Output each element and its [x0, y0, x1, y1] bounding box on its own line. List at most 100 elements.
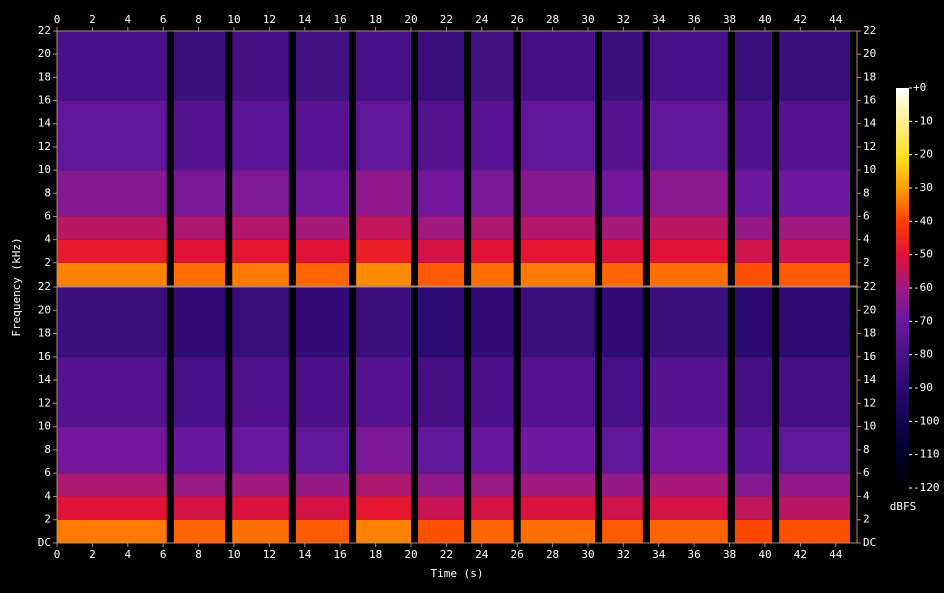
- heatmap-cell: [232, 216, 289, 240]
- x-axis-label: Time (s): [431, 567, 484, 580]
- x-tick-label-top: 36: [688, 13, 701, 26]
- y-tick-label: 16: [38, 350, 51, 363]
- heatmap-cell: [779, 216, 850, 240]
- heatmap-cell: [232, 426, 289, 474]
- heatmap-cell: [232, 356, 289, 427]
- heatmap-cell: [418, 356, 465, 427]
- heatmap-cell: [520, 287, 596, 357]
- heatmap-cell: [471, 170, 514, 217]
- heatmap-cell: [295, 31, 350, 101]
- heatmap-cell: [418, 100, 465, 171]
- x-tick-label: 16: [334, 548, 347, 561]
- heatmap-cell: [520, 100, 596, 171]
- y-tick-label-right: 16: [863, 94, 876, 107]
- heatmap-cell: [57, 473, 167, 497]
- heatmap-cell: [734, 216, 773, 240]
- x-tick-label-top: 14: [298, 13, 312, 26]
- heatmap-cell: [418, 31, 465, 101]
- heatmap-cell: [295, 287, 350, 357]
- heatmap-cell: [649, 262, 728, 286]
- heatmap-cell: [471, 239, 514, 263]
- x-tick-label: 20: [404, 548, 417, 561]
- x-tick-label: 42: [794, 548, 807, 561]
- y-tick-label: 22: [38, 280, 51, 293]
- y-tick-label-right: 18: [863, 327, 876, 340]
- heatmap-cell: [779, 519, 850, 543]
- colorbar-tick-label: -70: [913, 314, 933, 327]
- x-tick-label-top: 18: [369, 13, 382, 26]
- y-tick-label-right: DC: [863, 536, 876, 549]
- x-tick-label-top: 24: [475, 13, 489, 26]
- y-tick-label: 2: [44, 513, 51, 526]
- y-tick-label: 4: [44, 233, 51, 246]
- heatmap-cell: [602, 356, 643, 427]
- y-tick-label: 16: [38, 94, 51, 107]
- heatmap-cell: [779, 426, 850, 474]
- x-tick-label: 26: [511, 548, 524, 561]
- x-tick-label: 22: [440, 548, 453, 561]
- heatmap-cell: [295, 519, 350, 543]
- y-tick-label-right: 14: [863, 373, 877, 386]
- x-tick-label: 24: [475, 548, 489, 561]
- heatmap-cell: [173, 31, 226, 101]
- heatmap-cell: [173, 216, 226, 240]
- colorbar-tick-label: +0: [913, 81, 926, 94]
- heatmap-cell: [649, 496, 728, 520]
- x-tick-label: 2: [89, 548, 96, 561]
- heatmap-cell: [602, 287, 643, 357]
- y-tick-label: 12: [38, 140, 51, 153]
- x-tick-label-top: 32: [617, 13, 630, 26]
- y-tick-label-right: 2: [863, 513, 870, 526]
- x-tick-label-top: 10: [227, 13, 240, 26]
- x-tick-label-top: 34: [652, 13, 666, 26]
- heatmap-cell: [356, 356, 411, 427]
- heatmap-cell: [649, 216, 728, 240]
- x-tick-label-top: 42: [794, 13, 807, 26]
- heatmap-cell: [418, 519, 465, 543]
- heatmap-cell: [173, 170, 226, 217]
- heatmap-cell: [57, 31, 167, 101]
- colorbar-tick-label: -120: [913, 481, 940, 494]
- y-tick-label: 12: [38, 396, 51, 409]
- heatmap-cell: [779, 496, 850, 520]
- heatmap-cell: [779, 100, 850, 171]
- heatmap-cell: [649, 356, 728, 427]
- x-tick-label-top: 12: [263, 13, 276, 26]
- heatmap-cell: [602, 31, 643, 101]
- heatmap-cell: [734, 519, 773, 543]
- heatmap-cell: [232, 239, 289, 263]
- heatmap-cell: [232, 496, 289, 520]
- heatmap-cell: [734, 31, 773, 101]
- heatmap-cell: [57, 287, 167, 357]
- heatmap-cell: [356, 31, 411, 101]
- heatmap-cell: [734, 426, 773, 474]
- plot-border: [56, 30, 858, 287]
- heatmap-cell: [173, 473, 226, 497]
- heatmap-cell: [57, 170, 167, 217]
- heatmap-cell: [734, 239, 773, 263]
- x-tick-label: 12: [263, 548, 276, 561]
- heatmap-cell: [779, 170, 850, 217]
- x-tick-label: 10: [227, 548, 240, 561]
- heatmap-cell: [57, 262, 167, 286]
- heatmap-cell: [471, 426, 514, 474]
- heatmap-cell: [418, 262, 465, 286]
- heatmap-cell: [173, 262, 226, 286]
- y-axis-label: Frequency (kHz): [10, 237, 23, 336]
- heatmap-cell: [418, 473, 465, 497]
- y-tick-label: DC: [38, 536, 51, 549]
- y-tick-label: 14: [38, 373, 52, 386]
- x-tick-label: 4: [124, 548, 131, 561]
- x-tick-label-top: 28: [546, 13, 559, 26]
- heatmap-cell: [602, 473, 643, 497]
- y-tick-label-right: 12: [863, 140, 876, 153]
- heatmap-cell: [232, 519, 289, 543]
- heatmap-cell: [471, 496, 514, 520]
- colorbar-label: dBFS: [890, 500, 917, 513]
- x-tick-label: 44: [829, 548, 843, 561]
- heatmap-cell: [295, 216, 350, 240]
- y-tick-label-right: 20: [863, 303, 876, 316]
- heatmap-cell: [734, 170, 773, 217]
- heatmap-cell: [649, 239, 728, 263]
